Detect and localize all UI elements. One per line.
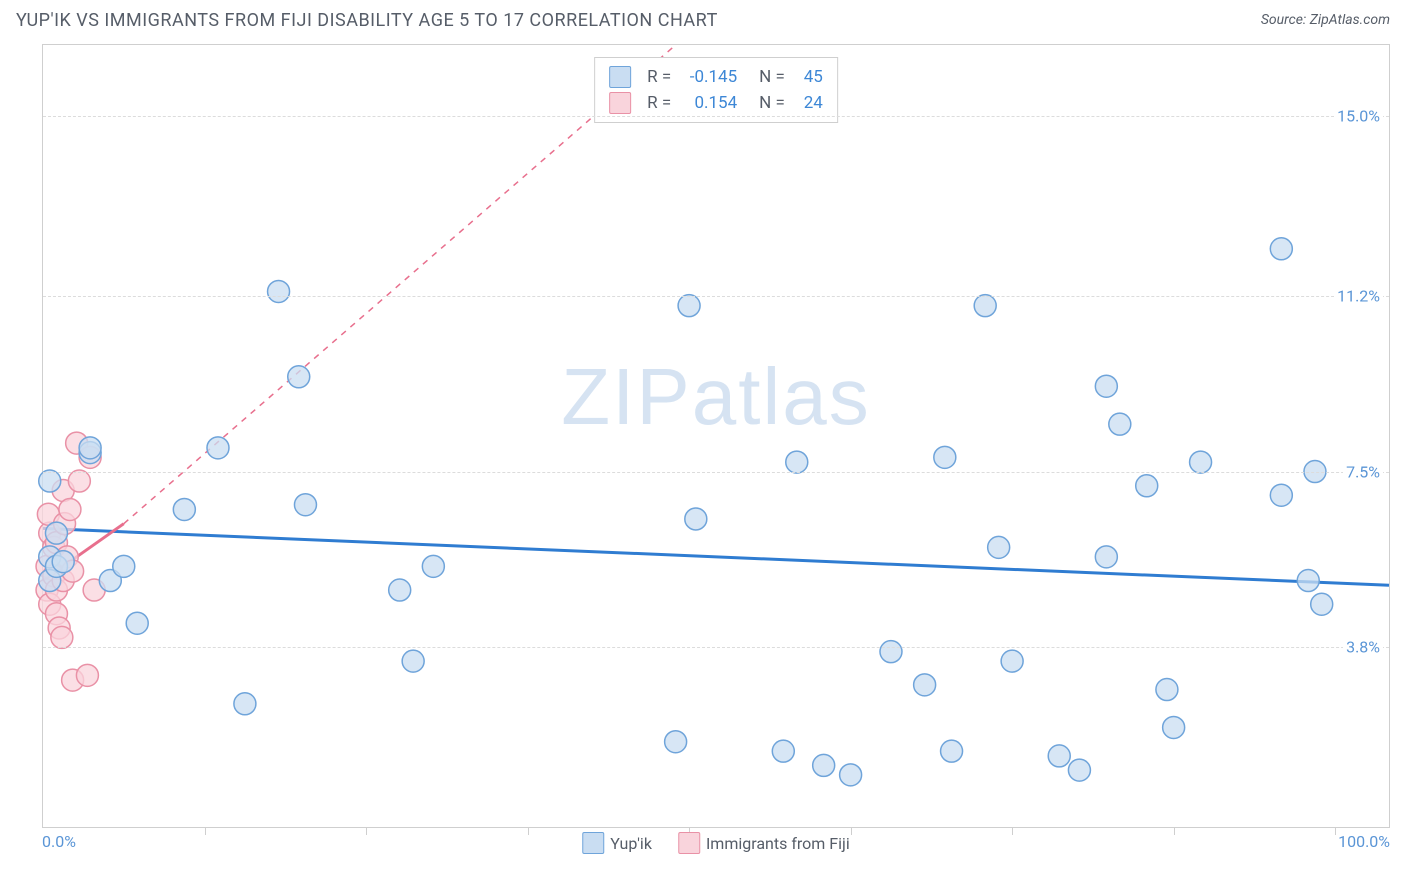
point-blue [840,764,862,786]
point-blue [126,612,148,634]
gridline [43,116,1389,117]
chart-title: YUP'IK VS IMMIGRANTS FROM FIJI DISABILIT… [16,10,718,31]
y-tick-label: 3.8% [1343,637,1383,656]
point-blue [1270,484,1292,506]
point-pink [59,498,81,520]
point-blue [685,508,707,530]
stats-legend-box: R = -0.145 N = 45 R = 0.154 N = 24 [594,57,838,123]
point-blue [207,437,229,459]
point-pink [51,626,73,648]
plot-area: ZIPatlas R = -0.145 N = 45 R = 0.154 N =… [42,44,1390,828]
swatch-blue [609,66,631,88]
legend-swatch-pink [678,832,700,854]
chart-svg [43,45,1389,827]
point-blue [1136,475,1158,497]
point-blue [1297,570,1319,592]
x-min-label: 0.0% [42,832,76,851]
legend-item-blue: Yup'ik [582,832,652,854]
stat-n-label: N = [759,93,785,113]
point-blue [880,641,902,663]
legend-label-blue: Yup'ik [610,834,652,853]
swatch-pink [609,92,631,114]
point-blue [389,579,411,601]
point-blue [113,555,135,577]
gridline [43,296,1389,297]
point-blue [772,740,794,762]
x-axis-row: 0.0% Yup'ik Immigrants from Fiji 100.0% [42,832,1390,858]
stats-row-pink: R = 0.154 N = 24 [609,90,823,116]
point-blue [1095,375,1117,397]
point-blue [1048,745,1070,767]
point-blue [1270,238,1292,260]
point-blue [974,295,996,317]
y-tick-label: 11.2% [1334,287,1383,306]
legend-item-pink: Immigrants from Fiji [678,832,850,854]
stat-n-label: N = [759,67,785,87]
point-blue [288,366,310,388]
chart-container: YUP'IK VS IMMIGRANTS FROM FIJI DISABILIT… [0,0,1406,892]
point-blue [234,693,256,715]
point-blue [1001,650,1023,672]
legend-swatch-blue [582,832,604,854]
point-blue [294,494,316,516]
point-blue [173,498,195,520]
point-blue [1095,546,1117,568]
point-blue [665,731,687,753]
bottom-legend: Yup'ik Immigrants from Fiji [582,832,850,854]
point-blue [402,650,424,672]
point-blue [52,551,74,573]
point-blue [79,437,101,459]
y-tick-label: 15.0% [1334,107,1383,126]
point-blue [934,446,956,468]
trend-line-blue [43,528,1389,585]
point-blue [988,536,1010,558]
point-blue [1109,413,1131,435]
source-label: Source: ZipAtlas.com [1261,12,1390,28]
stat-r-blue: -0.145 [681,67,737,87]
point-blue [39,470,61,492]
point-blue [422,555,444,577]
point-blue [1068,759,1090,781]
legend-label-pink: Immigrants from Fiji [706,834,850,853]
header: YUP'IK VS IMMIGRANTS FROM FIJI DISABILIT… [0,0,1406,40]
point-blue [1311,593,1333,615]
point-blue [268,280,290,302]
point-pink [68,470,90,492]
point-blue [813,754,835,776]
point-blue [1163,716,1185,738]
point-blue [786,451,808,473]
x-max-label: 100.0% [1338,832,1390,851]
stat-r-label: R = [647,67,671,87]
point-blue [678,295,700,317]
stat-r-label: R = [647,93,671,113]
gridline [43,647,1389,648]
point-blue [1190,451,1212,473]
stat-n-pink: 24 [795,93,823,113]
stats-row-blue: R = -0.145 N = 45 [609,64,823,90]
y-tick-label: 7.5% [1343,462,1383,481]
stat-n-blue: 45 [795,67,823,87]
point-blue [941,740,963,762]
stat-r-pink: 0.154 [681,93,737,113]
point-pink [76,664,98,686]
point-blue [45,522,67,544]
point-blue [1156,679,1178,701]
gridline [43,472,1389,473]
point-blue [914,674,936,696]
